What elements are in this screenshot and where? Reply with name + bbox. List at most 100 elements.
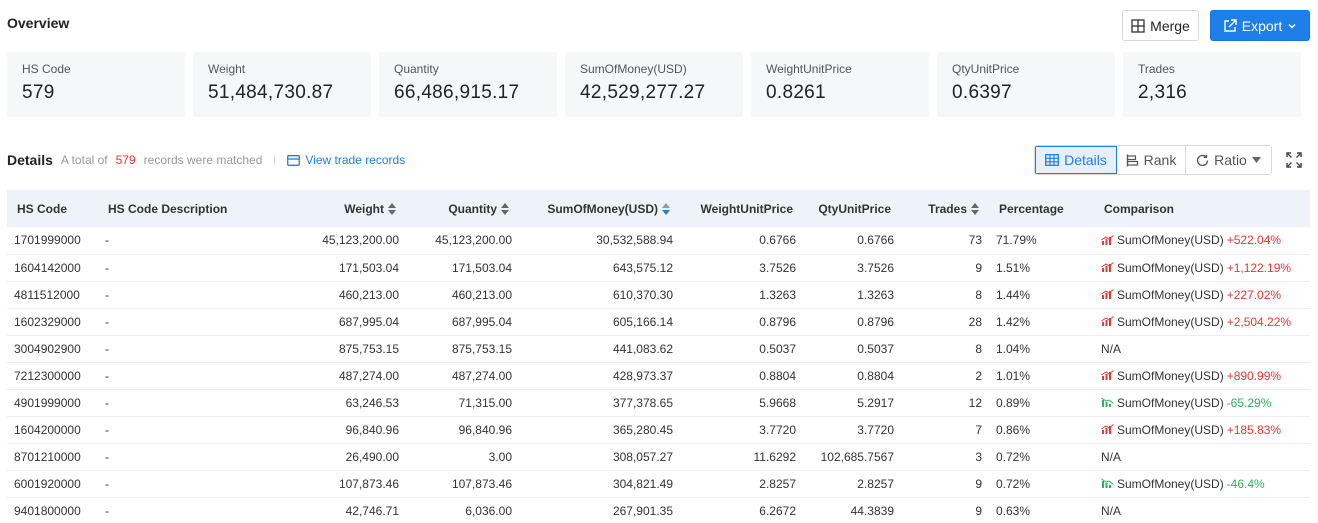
chart-down-icon <box>1101 478 1114 488</box>
chart-up-icon <box>1101 262 1114 272</box>
table-row[interactable]: 1604200000-96,840.96 96,840.96 365,280.45 3… <box>7 416 1310 444</box>
sort-icon[interactable] <box>662 203 670 216</box>
percentage-cell: 1.44% <box>989 281 1094 309</box>
percentage-cell: 0.89% <box>989 389 1094 417</box>
weight-unit-price-cell: 2.8257 <box>680 470 803 498</box>
weight-cell: 63,246.53 <box>306 389 406 417</box>
quantity-cell: 687,995.04 <box>406 308 519 336</box>
trades-cell: 2 <box>901 362 989 390</box>
comparison-cell: N/A <box>1094 335 1310 363</box>
table-row[interactable]: 1602329000-687,995.04 687,995.04 605,166.1… <box>7 308 1310 336</box>
quantity-cell: 96,840.96 <box>406 416 519 444</box>
table-row[interactable]: 9401800000-42,746.71 6,036.00 267,901.35 6.… <box>7 497 1310 523</box>
col-sum-of-money[interactable]: SumOfMoney(USD) <box>519 190 680 227</box>
merge-label: Merge <box>1150 17 1190 34</box>
percentage-cell: 71.79% <box>989 227 1094 255</box>
table-row[interactable]: 1701999000-45,123,200.00 45,123,200.00 30,… <box>7 227 1310 255</box>
chart-down-icon <box>1101 397 1114 407</box>
weight-unit-price-cell: 0.8804 <box>680 362 803 390</box>
sort-icon[interactable] <box>388 203 396 216</box>
trades-cell: 8 <box>901 335 989 363</box>
rank-icon <box>1126 154 1138 166</box>
table-row[interactable]: 4901999000-63,246.53 71,315.00 377,378.65 5… <box>7 389 1310 417</box>
trades-cell: 12 <box>901 389 989 417</box>
weight-cell: 45,123,200.00 <box>306 227 406 255</box>
expand-icon[interactable] <box>1286 152 1302 168</box>
trades-cell: 8 <box>901 281 989 309</box>
col-trades[interactable]: Trades <box>901 190 989 227</box>
overview-cards: HS Code 579 Weight 51,484,730.87 Quantity 6… <box>7 52 1301 117</box>
quantity-cell: 171,503.04 <box>406 254 519 282</box>
merge-icon <box>1131 18 1145 33</box>
table-row[interactable]: 7212300000-487,274.00 487,274.00 428,973.3… <box>7 362 1310 390</box>
comparison-content: SumOfMoney(USD) +1,122.19% <box>1101 261 1303 275</box>
card-label: WeightUnitPrice <box>766 62 852 76</box>
comparison-label: SumOfMoney(USD) <box>1117 233 1224 248</box>
comparison-label: SumOfMoney(USD) <box>1117 260 1224 275</box>
comparison-label: SumOfMoney(USD) <box>1117 476 1224 491</box>
percentage-cell: 1.51% <box>989 254 1094 282</box>
tab-rank-label: Rank <box>1143 152 1177 168</box>
qty-unit-price-cell: 5.2917 <box>803 389 901 417</box>
tab-rank[interactable]: Rank <box>1117 146 1186 174</box>
card-label: SumOfMoney(USD) <box>580 62 687 76</box>
weight-unit-price-cell: 0.6766 <box>680 227 803 255</box>
qty-unit-price-cell: 3.7526 <box>803 254 901 282</box>
comparison-cell: SumOfMoney(USD) +185.83% <box>1094 416 1310 444</box>
table-row[interactable]: 1604142000-171,503.04 171,503.04 643,575.1… <box>7 254 1310 282</box>
trades-cell: 9 <box>901 470 989 498</box>
tab-ratio[interactable]: Ratio <box>1186 146 1271 174</box>
sum-of-money-cell: 30,532,588.94 <box>519 227 680 255</box>
description-cell: - <box>98 470 306 498</box>
comparison-content: SumOfMoney(USD) +890.99% <box>1101 369 1303 383</box>
refresh-icon <box>1197 154 1209 166</box>
total-prefix: A total of <box>60 153 108 167</box>
col-label: Quantity <box>448 201 497 216</box>
table-row[interactable]: 3004902900-875,753.15 875,753.15 441,083.6… <box>7 335 1310 363</box>
total-count: 579 <box>115 153 136 167</box>
sum-of-money-cell: 610,370.30 <box>519 281 680 309</box>
weight-unit-price-cell: 6.2672 <box>680 497 803 523</box>
details-title: Details <box>7 152 53 168</box>
quantity-cell: 460,213.00 <box>406 281 519 309</box>
percentage-cell: 1.01% <box>989 362 1094 390</box>
qty-unit-price-cell: 0.6766 <box>803 227 901 255</box>
table-row[interactable]: 6001920000-107,873.46 107,873.46 304,821.4… <box>7 470 1310 498</box>
table-row[interactable]: 4811512000-460,213.00 460,213.00 610,370.3… <box>7 281 1310 309</box>
sort-icon[interactable] <box>971 203 979 216</box>
description-cell: - <box>98 308 306 336</box>
percentage-cell: 0.72% <box>989 470 1094 498</box>
table-header-row: HS Code HS Code Description Weight Quant… <box>7 190 1310 227</box>
comparison-label: SumOfMoney(USD) <box>1117 287 1224 302</box>
card-label: QtyUnitPrice <box>952 62 1020 76</box>
tab-details[interactable]: Details <box>1035 146 1117 174</box>
card-value: 51,484,730.87 <box>208 82 334 103</box>
chart-up-icon <box>1101 234 1114 245</box>
table-row[interactable]: 8701210000-26,490.00 3.00 308,057.27 11.629… <box>7 443 1310 471</box>
card-label: Quantity <box>394 62 439 76</box>
hs-code-cell: 9401800000 <box>7 497 98 523</box>
col-quantity[interactable]: Quantity <box>406 190 519 227</box>
qty-unit-price-cell: 2.8257 <box>803 470 901 498</box>
comparison-value: +522.04% <box>1226 233 1282 248</box>
card-weight: Weight 51,484,730.87 <box>193 52 371 117</box>
col-weight[interactable]: Weight <box>306 190 406 227</box>
weight-cell: 171,503.04 <box>306 254 406 282</box>
sum-of-money-cell: 643,575.12 <box>519 254 680 282</box>
hs-code-cell: 4811512000 <box>7 281 98 309</box>
view-trade-records-link[interactable]: View trade records <box>287 153 405 167</box>
card-weight-unit-price: WeightUnitPrice 0.8261 <box>751 52 929 117</box>
description-cell: - <box>98 443 306 471</box>
weight-unit-price-cell: 0.5037 <box>680 335 803 363</box>
card-qty-unit-price: QtyUnitPrice 0.6397 <box>937 52 1115 117</box>
comparison-value: +890.99% <box>1226 368 1282 383</box>
weight-cell: 26,490.00 <box>306 443 406 471</box>
col-label: HS Code Description <box>108 201 228 216</box>
comparison-content: SumOfMoney(USD) -65.29% <box>1101 396 1303 410</box>
merge-button[interactable]: Merge <box>1122 10 1199 41</box>
description-cell: - <box>98 227 306 255</box>
export-button[interactable]: Export <box>1210 10 1310 41</box>
sort-icon[interactable] <box>501 203 509 216</box>
comparison-label: N/A <box>1101 503 1122 518</box>
total-suffix: records were matched <box>143 153 263 167</box>
